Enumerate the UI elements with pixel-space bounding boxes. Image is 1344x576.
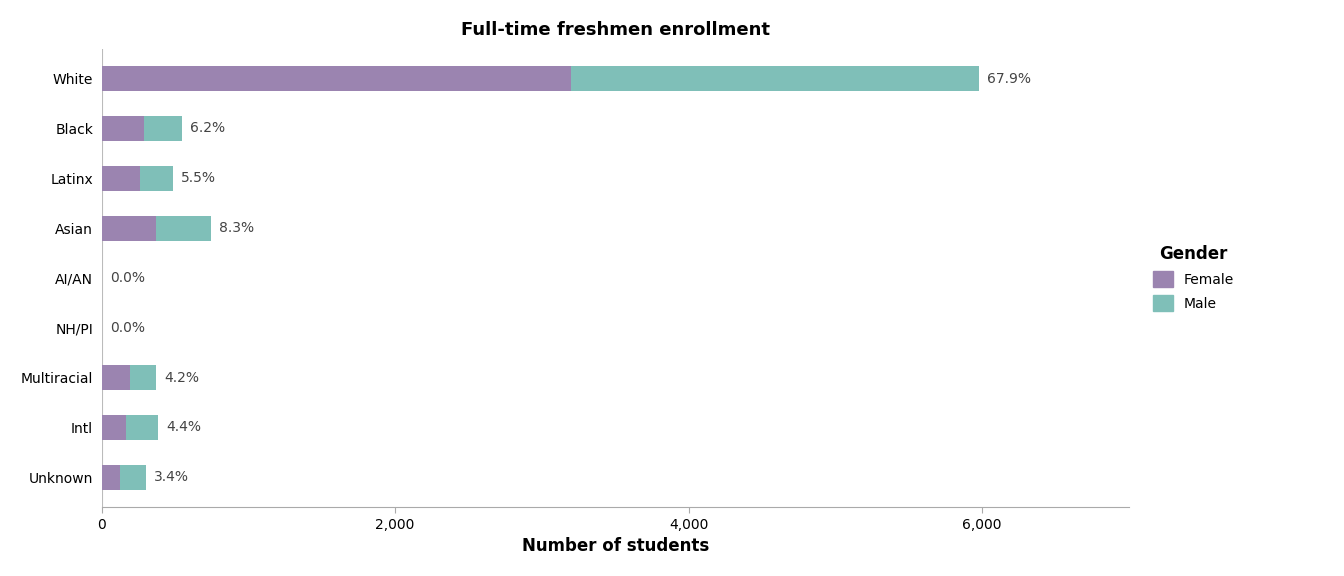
Bar [102,415,126,440]
X-axis label: Number of students: Number of students [521,537,708,555]
Bar [102,465,120,490]
Text: 5.5%: 5.5% [181,171,216,185]
Bar [156,215,211,241]
Bar [102,66,571,91]
Text: 8.3%: 8.3% [219,221,254,235]
Bar [120,465,145,490]
Title: Full-time freshmen enrollment: Full-time freshmen enrollment [461,21,770,39]
Bar [126,415,159,440]
Text: 3.4%: 3.4% [153,470,188,484]
Bar [102,365,130,390]
Text: 6.2%: 6.2% [190,122,224,135]
Bar [140,166,173,191]
Legend: Female, Male: Female, Male [1146,238,1241,319]
Bar [102,116,144,141]
Text: 0.0%: 0.0% [110,271,145,285]
Bar [130,365,156,390]
Text: 4.2%: 4.2% [164,370,199,385]
Text: 67.9%: 67.9% [988,71,1031,86]
Bar [102,166,140,191]
Text: 0.0%: 0.0% [110,321,145,335]
Bar [144,116,181,141]
Bar [571,66,980,91]
Bar [102,215,156,241]
Text: 4.4%: 4.4% [167,420,202,434]
